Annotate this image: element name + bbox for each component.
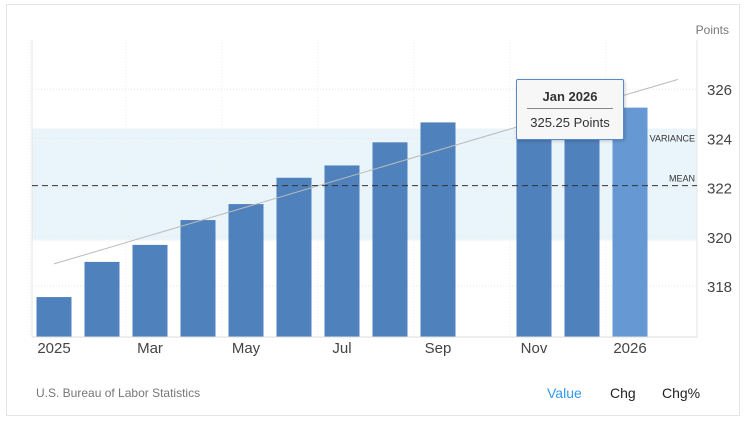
unit-label: Points — [696, 23, 729, 37]
tooltip-title: Jan 2026 — [527, 89, 613, 109]
bar-2025-07 — [324, 165, 360, 337]
x-tick-label: Mar — [137, 340, 163, 357]
bar-2025-04 — [180, 220, 216, 337]
tooltip: Jan 2026 325.25 Points — [516, 79, 624, 140]
y-tick-label: 322 — [707, 181, 732, 198]
chart-frame — [6, 4, 740, 416]
bar-2025-05 — [228, 204, 264, 337]
bar-2026-01 — [612, 107, 648, 338]
y-tick-label: 326 — [707, 82, 732, 99]
x-tick-label: May — [232, 340, 261, 357]
x-tick-label: Sep — [425, 340, 452, 357]
tooltip-value: 325.25 Points — [530, 115, 610, 130]
bar-2025-11 — [516, 124, 552, 338]
x-tick-label: Jul — [332, 340, 351, 357]
bar-2025-12 — [564, 121, 600, 338]
x-tick-label: 2025 — [37, 340, 70, 357]
toggle-value[interactable]: Value — [547, 385, 582, 401]
bar-2025-06 — [276, 177, 312, 337]
x-tick-label: Nov — [521, 340, 548, 357]
y-tick-label: 320 — [707, 230, 732, 247]
mean-label: MEAN — [669, 174, 695, 184]
bar-2025-01 — [36, 297, 72, 337]
bar-2025-08 — [372, 142, 408, 337]
bar-2025-02 — [84, 261, 120, 337]
toggle-chg[interactable]: Chg — [610, 385, 636, 401]
source-label: U.S. Bureau of Labor Statistics — [36, 386, 201, 400]
x-tick-label: 2026 — [613, 340, 646, 357]
bar-2025-03 — [132, 244, 168, 337]
y-tick-label: 324 — [707, 131, 732, 148]
y-tick-label: 318 — [707, 279, 732, 296]
variance-label: VARIANCE — [650, 134, 695, 144]
bar-2025-09 — [420, 122, 456, 337]
toggle-chg-pct[interactable]: Chg% — [662, 385, 701, 401]
